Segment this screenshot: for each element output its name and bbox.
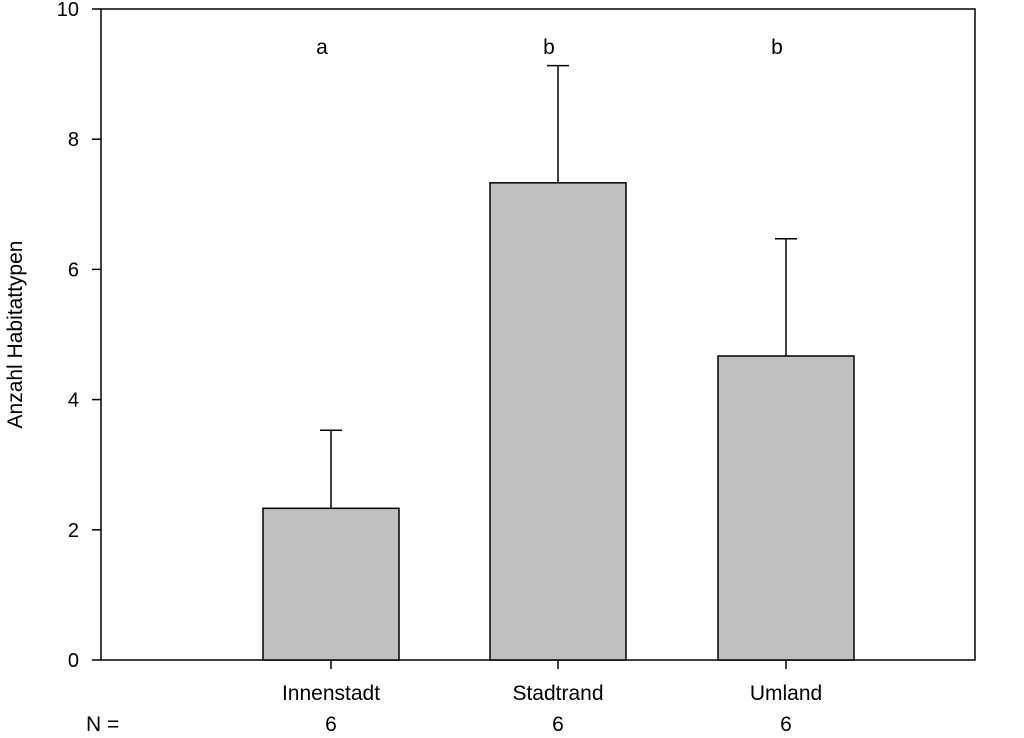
bar-stadtrand bbox=[489, 182, 627, 661]
y-axis: 0 2 4 6 8 10 bbox=[57, 0, 101, 672]
y-axis-title: Anzahl Habitattypen bbox=[4, 241, 27, 429]
y-tick-label: 4 bbox=[68, 390, 79, 412]
bar-umland bbox=[717, 355, 855, 661]
x-tick-label: Stadtrand bbox=[512, 682, 603, 705]
y-tick-label: 8 bbox=[68, 129, 79, 151]
y-tick-label: 10 bbox=[57, 0, 79, 21]
bar-innenstadt bbox=[262, 507, 400, 661]
n-value: 6 bbox=[780, 713, 792, 736]
significance-letter: b bbox=[543, 36, 555, 59]
x-axis: Innenstadt 6 Stadtrand 6 Umland 6 bbox=[282, 660, 822, 736]
significance-letter: b bbox=[771, 36, 783, 59]
y-tick-label: 0 bbox=[68, 650, 79, 672]
n-value: 6 bbox=[552, 713, 564, 736]
n-value: 6 bbox=[325, 713, 337, 736]
x-tick-label: Innenstadt bbox=[282, 682, 380, 705]
significance-letter: a bbox=[316, 36, 328, 59]
x-tick-label: Umland bbox=[750, 682, 822, 705]
y-tick-label: 6 bbox=[68, 259, 79, 281]
n-label: N = bbox=[86, 713, 119, 736]
y-tick-label: 2 bbox=[68, 520, 79, 542]
bars bbox=[262, 182, 855, 661]
